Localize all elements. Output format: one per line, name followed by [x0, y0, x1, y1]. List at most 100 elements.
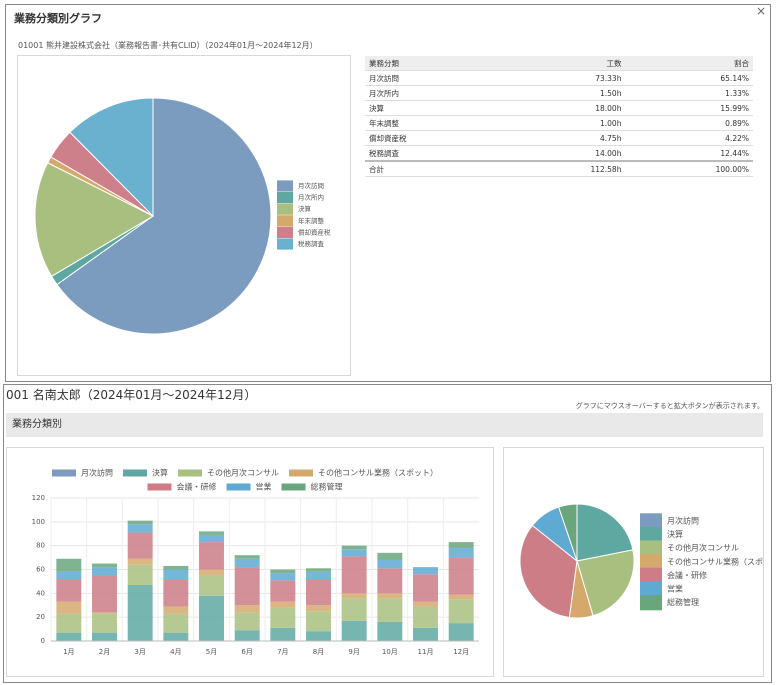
bar-segment — [270, 569, 296, 574]
legend-label: 決算 — [667, 529, 683, 539]
legend-label: 営業 — [667, 584, 683, 594]
legend-swatch — [640, 540, 662, 556]
bar-segment — [163, 632, 189, 641]
x-tick-label: 5月 — [206, 648, 217, 656]
table-cell: 73.33h — [505, 70, 626, 86]
pie-slice — [519, 524, 578, 619]
dialog — [5, 4, 771, 382]
legend-label: 償却資産税 — [298, 227, 331, 236]
section-title: 001 名南太郎（2024年01月～2024年12月） — [6, 388, 257, 402]
table-cell: 償却資産税 — [365, 130, 506, 146]
bar-segment — [448, 623, 474, 641]
dialog-title: 業務分類別グラフ — [14, 12, 102, 25]
legend-item: 営業 — [226, 482, 272, 492]
legend-swatch — [640, 581, 662, 597]
bar-segment — [56, 613, 82, 633]
bar-segment — [448, 557, 474, 595]
bar-segment — [127, 532, 153, 559]
bar-segment — [56, 632, 82, 641]
legend-swatch — [147, 483, 172, 491]
table-cell: 100.00% — [625, 160, 753, 177]
legend-label: 決算 — [152, 468, 168, 478]
bar-segment — [413, 606, 438, 628]
bar-segment — [56, 558, 82, 572]
bar-segment — [127, 584, 153, 641]
y-tick-label: 60 — [36, 566, 45, 574]
x-tick-label: 4月 — [170, 648, 181, 656]
bar-segment — [306, 611, 331, 632]
bar-segment — [163, 569, 189, 580]
bar-segment — [234, 555, 260, 559]
bar-segment — [377, 568, 403, 594]
bar-segment — [270, 607, 296, 628]
x-tick-label: 3月 — [134, 648, 145, 656]
bar-segment — [270, 601, 296, 608]
legend-label: 月次所内 — [298, 193, 324, 202]
bar-segment — [448, 548, 474, 558]
pie-slice — [34, 162, 155, 277]
x-tick-label: 12月 — [453, 648, 469, 656]
legend-item: 総務管理 — [281, 482, 343, 492]
table-row: 年末調整 1.00h 0.89% — [365, 115, 753, 131]
bar-segment — [199, 542, 224, 570]
y-tick-label: 20 — [36, 613, 45, 621]
bar-segment — [413, 574, 438, 602]
legend-swatch — [640, 554, 662, 570]
table-cell: 12.44% — [625, 145, 753, 162]
legend-label: 総務管理 — [667, 597, 699, 607]
bar-segment — [199, 575, 224, 596]
pie-slice — [56, 97, 272, 335]
table-cell: 年末調整 — [365, 115, 506, 131]
table-cell: 14.00h — [505, 145, 626, 162]
legend-swatch — [289, 469, 313, 477]
legend-item: その他コンサル業務（スポット） — [289, 468, 438, 478]
x-tick-label: 9月 — [348, 648, 359, 656]
table-cell: 0.89% — [625, 115, 753, 131]
bar-segment — [234, 605, 260, 613]
bar-segment — [199, 595, 224, 641]
bar-segment — [448, 594, 474, 600]
table-cell: 1.33% — [625, 85, 753, 101]
legend-label: 営業 — [256, 482, 272, 492]
close-button[interactable]: × — [756, 4, 767, 18]
y-tick-label: 80 — [36, 542, 45, 550]
legend-swatch — [277, 203, 293, 215]
table-cell: 合計 — [365, 160, 506, 177]
pie-slice — [69, 97, 154, 218]
report-panel — [3, 384, 772, 683]
bar-segment — [341, 598, 367, 621]
bar-segment — [377, 559, 403, 569]
bar-segment — [377, 621, 403, 641]
x-tick-label: 8月 — [313, 648, 324, 656]
table-cell: 18.00h — [505, 100, 626, 116]
legend-label: 年末調整 — [298, 216, 325, 225]
bar-segment — [234, 558, 260, 568]
pie-slice — [576, 503, 634, 562]
dialog-subtitle: 01001 熊井建設株式会社（業務報告書･共有CLID）（2024年01月～20… — [18, 41, 318, 50]
bar-segment — [341, 620, 367, 641]
bar-segment — [377, 598, 403, 622]
hint: グラフにマウスオーバーすると拡大ボタンが表示されます。 — [575, 402, 764, 410]
bar-segment — [56, 571, 82, 580]
table-cell: 15.99% — [625, 100, 753, 116]
bar-segment — [413, 601, 438, 607]
legend-swatch — [277, 238, 293, 250]
bar-segment — [270, 580, 296, 602]
x-tick-label: 10月 — [382, 648, 398, 656]
bar-segment — [270, 573, 296, 581]
table-row: 月次訪問 73.33h 65.14% — [365, 70, 753, 86]
bar-segment — [56, 579, 82, 602]
bar-segment — [127, 520, 153, 525]
bar-segment — [92, 563, 117, 568]
legend-swatch — [281, 483, 306, 491]
bar-segment — [377, 552, 403, 560]
bar-segment — [163, 565, 189, 570]
legend-label: その他月次コンサル — [207, 468, 279, 478]
legend-swatch — [640, 526, 662, 543]
table-cell: 4.22% — [625, 130, 753, 146]
legend-label: 月次訪問 — [81, 468, 113, 478]
bar-segment — [306, 571, 331, 580]
bar-segment — [377, 593, 403, 599]
